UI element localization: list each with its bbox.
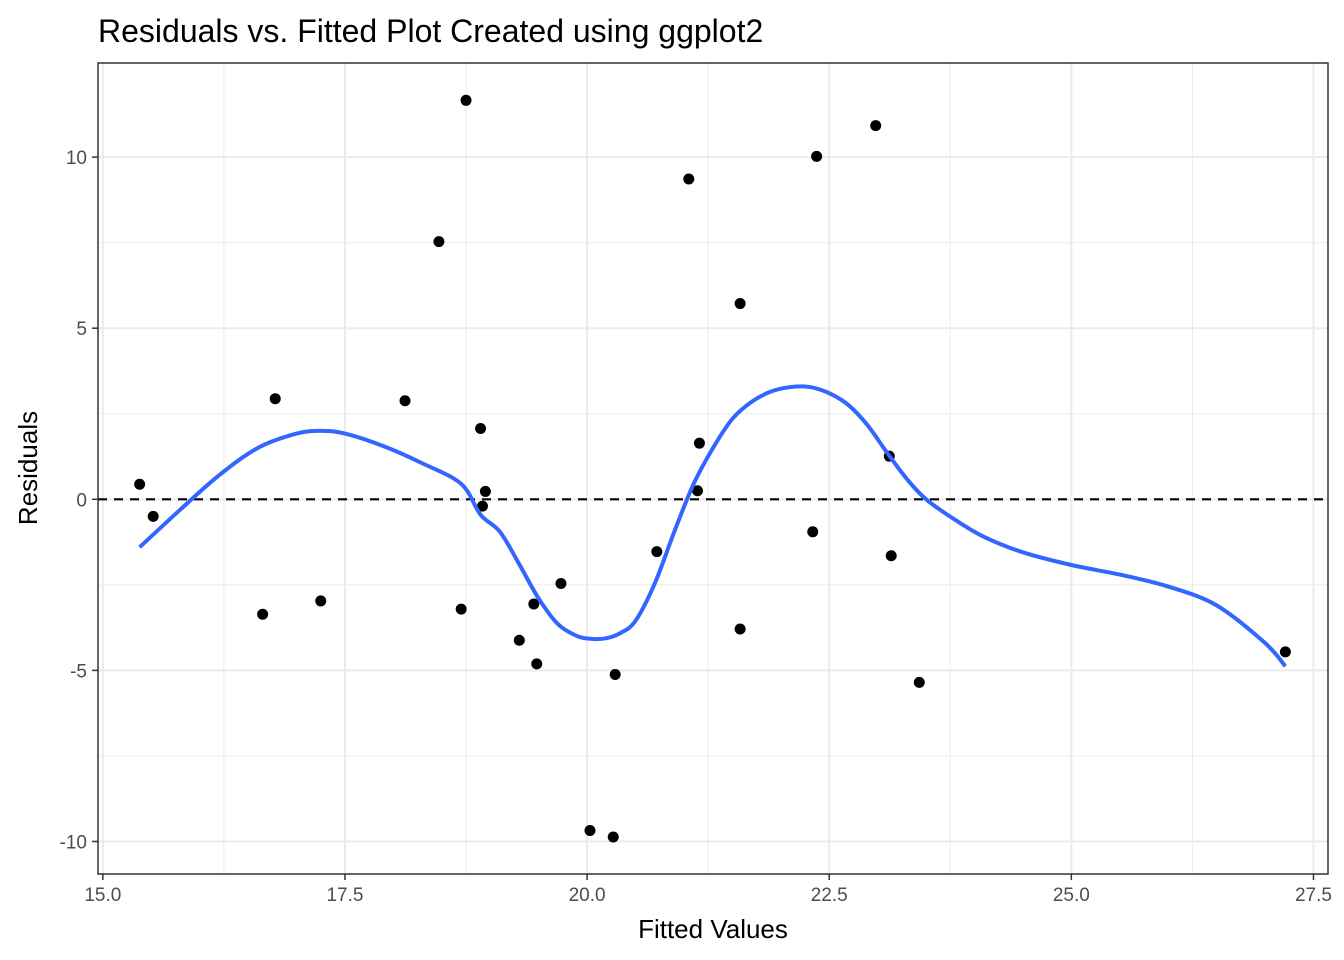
data-point <box>734 298 746 310</box>
data-point <box>475 422 487 434</box>
data-point <box>399 395 411 407</box>
panel <box>97 62 1329 875</box>
y-tick-label: -10 <box>60 832 87 853</box>
data-point <box>584 825 596 837</box>
data-point <box>870 120 882 132</box>
data-point <box>315 595 327 607</box>
data-point <box>460 94 472 106</box>
data-point <box>609 669 621 681</box>
data-point <box>257 608 269 620</box>
y-axis-title: Residuals <box>13 411 43 525</box>
minor-gridlines <box>98 63 1328 874</box>
y-tick-label: -5 <box>70 661 87 682</box>
data-point <box>476 500 488 512</box>
data-point <box>651 546 663 558</box>
data-point <box>683 173 695 185</box>
data-point <box>513 634 525 646</box>
x-axis: 15.0 17.5 20.0 22.5 25.0 27.5 <box>84 874 1332 906</box>
data-point <box>1279 646 1291 658</box>
data-point <box>531 658 543 670</box>
major-gridlines <box>98 63 1328 874</box>
scatter-points <box>134 94 1291 843</box>
panel-background <box>98 63 1328 874</box>
loess-smooth-line <box>138 384 1287 668</box>
data-point <box>913 676 925 688</box>
data-point <box>528 598 540 610</box>
data-point <box>885 550 897 562</box>
chart-title: Residuals vs. Fitted Plot Created using … <box>98 13 763 49</box>
data-point <box>433 236 445 248</box>
x-tick-label: 25.0 <box>1053 885 1090 906</box>
y-tick-label: 0 <box>76 490 87 511</box>
data-point <box>811 150 823 162</box>
panel-border <box>97 62 1329 875</box>
data-point <box>455 603 467 615</box>
data-point <box>693 437 705 449</box>
data-point <box>479 485 491 497</box>
x-tick-label: 15.0 <box>84 885 121 906</box>
data-point <box>134 478 146 490</box>
x-tick-label: 27.5 <box>1295 885 1332 906</box>
x-tick-label: 17.5 <box>326 885 363 906</box>
data-point <box>269 393 281 405</box>
y-tick-label: 5 <box>76 319 87 340</box>
x-axis-title: Fitted Values <box>638 914 788 944</box>
data-point <box>607 831 619 843</box>
x-tick-label: 20.0 <box>569 885 606 906</box>
data-point <box>147 510 159 522</box>
data-point <box>692 485 704 497</box>
data-point <box>807 526 819 538</box>
data-point <box>734 623 746 635</box>
y-tick-label: 10 <box>66 148 87 169</box>
data-point <box>555 577 567 589</box>
x-tick-label: 22.5 <box>811 885 848 906</box>
y-axis: -10 -5 0 5 10 <box>60 148 98 853</box>
